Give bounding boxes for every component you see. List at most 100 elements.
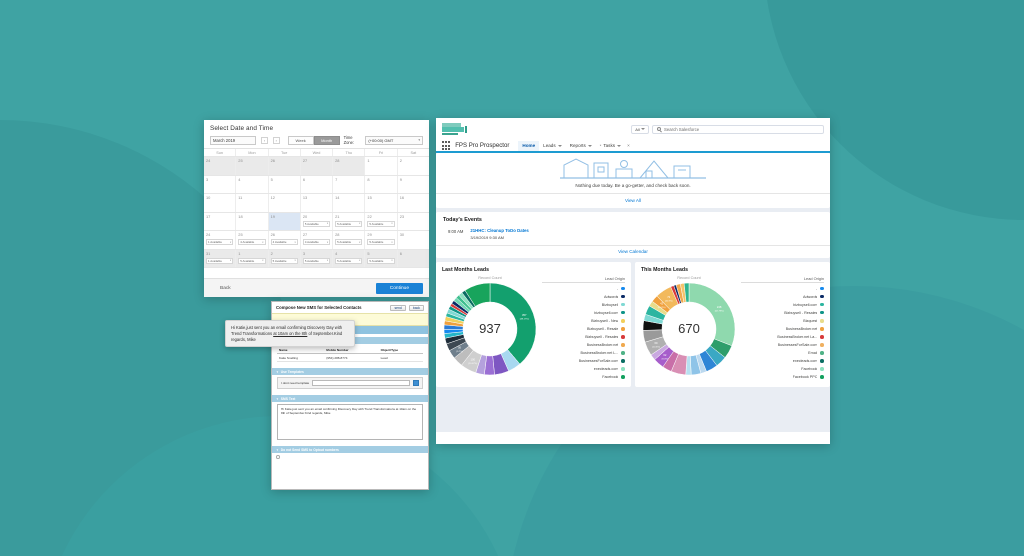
calendar-day-cell[interactable]: 14 [333,194,366,212]
view-calendar-link[interactable]: View Calendar [436,244,830,258]
availability-badge[interactable]: 5 Available ▾ [335,220,363,227]
calendar-day-cell[interactable]: 5 [269,175,301,193]
continue-button[interactable]: Continue [375,282,423,294]
calendar-day-cell[interactable]: 16 [398,194,429,212]
legend-item[interactable]: BusinessesForSale.com [741,341,824,349]
legend-item[interactable]: BusinessBroker.net [741,325,824,333]
calendar-day-cell[interactable]: 12 [269,194,301,212]
calendar-day-cell[interactable]: 31 1 Available ▾ [204,249,237,267]
chevron-down-icon[interactable] [587,144,592,147]
legend-item[interactable]: bizbuysell.com [741,301,824,309]
legend-item[interactable]: BusinessBroker.net [542,341,625,349]
legend-item[interactable]: execleads.com [542,365,625,373]
calendar-day-cell[interactable]: 3 [204,175,237,193]
availability-badge[interactable]: 4 Available ▾ [238,239,266,245]
tab-tasks[interactable]: * Tasks [596,141,625,151]
legend-item[interactable]: - [542,285,625,293]
calendar-day-cell[interactable]: 15 [365,194,398,212]
legend-item[interactable]: Bizbuysell - Resales [542,333,625,341]
availability-badge[interactable]: 5 Available ▾ [367,220,395,227]
availability-badge[interactable]: 1 Available ▾ [206,239,234,245]
calendar-day-cell[interactable]: 27 4 Available ▾ [301,231,334,249]
availability-badge[interactable]: 4 Available ▾ [270,239,298,245]
tab-home[interactable]: Home [518,140,540,153]
legend-item[interactable]: Email [741,349,824,357]
event-title-link[interactable]: 21HHC: Cleanup ToDo Dates [470,228,529,233]
next-month-button[interactable]: › [272,136,280,144]
chevron-down-icon[interactable] [617,144,622,147]
week-view-button[interactable]: Week [287,135,314,145]
app-launcher-icon[interactable] [442,141,451,150]
legend-item[interactable]: BusinessesForSale.com [542,357,625,365]
event-row[interactable]: 9:00 AM 21HHC: Cleanup ToDo Dates 3/19/2… [436,227,830,245]
legend-item[interactable]: Bizbuysell - Resales [741,309,824,317]
legend-item[interactable]: BusinessBroker.net L... [542,349,625,357]
availability-badge[interactable]: 5 Available ▾ [302,257,331,264]
legend-item[interactable]: Adwords [542,293,625,301]
pie-slice[interactable] [464,282,491,307]
calendar-day-cell[interactable]: 25 4 Available ▾ [236,231,269,249]
calendar-day-cell[interactable]: 20 5 Available ▾ [301,212,334,230]
availability-badge[interactable]: 5 Available ▾ [238,257,266,264]
calendar-day-cell[interactable]: 28 [333,157,366,175]
calendar-day-cell[interactable]: 1 [365,157,398,175]
chevron-down-icon[interactable] [557,144,562,147]
calendar-day-cell[interactable]: 1 5 Available ▾ [236,249,269,267]
calendar-day-cell[interactable]: 3 5 Available ▾ [300,249,334,267]
template-select[interactable] [312,380,410,386]
sms-text-input[interactable]: Hi Katie,just sent you an email confirmi… [277,404,423,440]
calendar-day-cell[interactable]: 27 [300,157,334,175]
availability-badge[interactable]: 5 Available ▾ [302,220,331,227]
back-button[interactable]: Back [220,285,231,291]
legend-item[interactable]: Facebook [741,365,824,373]
availability-badge[interactable]: 5 Available ▾ [270,257,298,264]
availability-badge[interactable]: 5 Available ▾ [335,257,363,264]
tab-reports[interactable]: Reports [566,141,596,151]
legend-item[interactable]: bizbuysell.com [542,309,625,317]
calendar-day-cell[interactable]: 7 [333,175,366,193]
calendar-day-cell[interactable]: 8 [365,175,398,193]
calendar-day-cell[interactable]: 5 5 Available ▾ [365,249,398,267]
calendar-day-cell[interactable]: 24 [204,157,237,175]
back-button[interactable]: back [408,305,424,311]
calendar-day-cell[interactable]: 23 [398,213,429,231]
calendar-day-cell[interactable]: 24 1 Available ▾ [204,231,237,249]
search-scope-dropdown[interactable]: All [631,124,649,134]
legend-item[interactable]: Facebook [542,373,625,381]
timezone-select[interactable]: (+00:00) GMT ▾ [365,135,424,145]
calendar-day-cell[interactable]: 10 [204,194,237,212]
calendar-day-cell[interactable]: 26 [268,157,301,175]
legend-item[interactable]: BusinessBroker.net La... [741,333,824,341]
availability-badge[interactable]: 5 Available ▾ [367,239,395,245]
availability-badge[interactable]: 4 Available ▾ [302,239,331,245]
tab-leads[interactable]: Leads [539,141,566,151]
legend-item[interactable]: Bizquest [741,317,824,325]
section-header-use-templates[interactable]: ▼ Use Templates [272,368,428,375]
availability-badge[interactable]: 5 Available ▾ [367,257,395,264]
send-button[interactable]: send [390,305,406,311]
calendar-day-cell[interactable]: 25 [236,157,269,175]
calendar-day-cell[interactable]: 9 [398,176,429,194]
calendar-day-cell[interactable]: 6 [397,249,429,267]
calendar-day-cell[interactable]: 2 [397,157,429,175]
calendar-day-cell[interactable]: 4 5 Available ▾ [333,249,366,267]
legend-item[interactable]: Adwords [741,293,824,301]
calendar-day-cell[interactable]: 11 [236,194,269,212]
calendar-day-cell[interactable]: 2 5 Available ▾ [268,249,301,267]
calendar-day-cell[interactable]: 30 [398,231,429,249]
legend-item[interactable]: - [741,285,824,293]
month-view-button[interactable]: Month [313,135,340,145]
salesforce-content-area[interactable]: Nothing due today. Be a go-getter, and c… [436,153,830,432]
calendar-day-cell[interactable]: 17 [204,212,237,230]
calendar-day-cell[interactable]: 21 5 Available ▾ [333,212,366,230]
calendar-day-cell[interactable]: 26 4 Available ▾ [269,231,301,249]
legend-item[interactable]: execleads.com [741,357,824,365]
prev-month-button[interactable]: ‹ [261,136,268,144]
pie-slice[interactable] [683,282,690,302]
calendar-day-cell[interactable]: 6 [301,175,334,193]
search-input[interactable]: Search Salesforce [652,124,824,134]
legend-item[interactable]: Bizbuysell - Resale [542,325,625,333]
calendar-day-cell[interactable]: 18 [236,212,269,230]
view-all-link[interactable]: View All [436,193,830,203]
calendar-day-cell[interactable]: 4 [236,175,269,193]
